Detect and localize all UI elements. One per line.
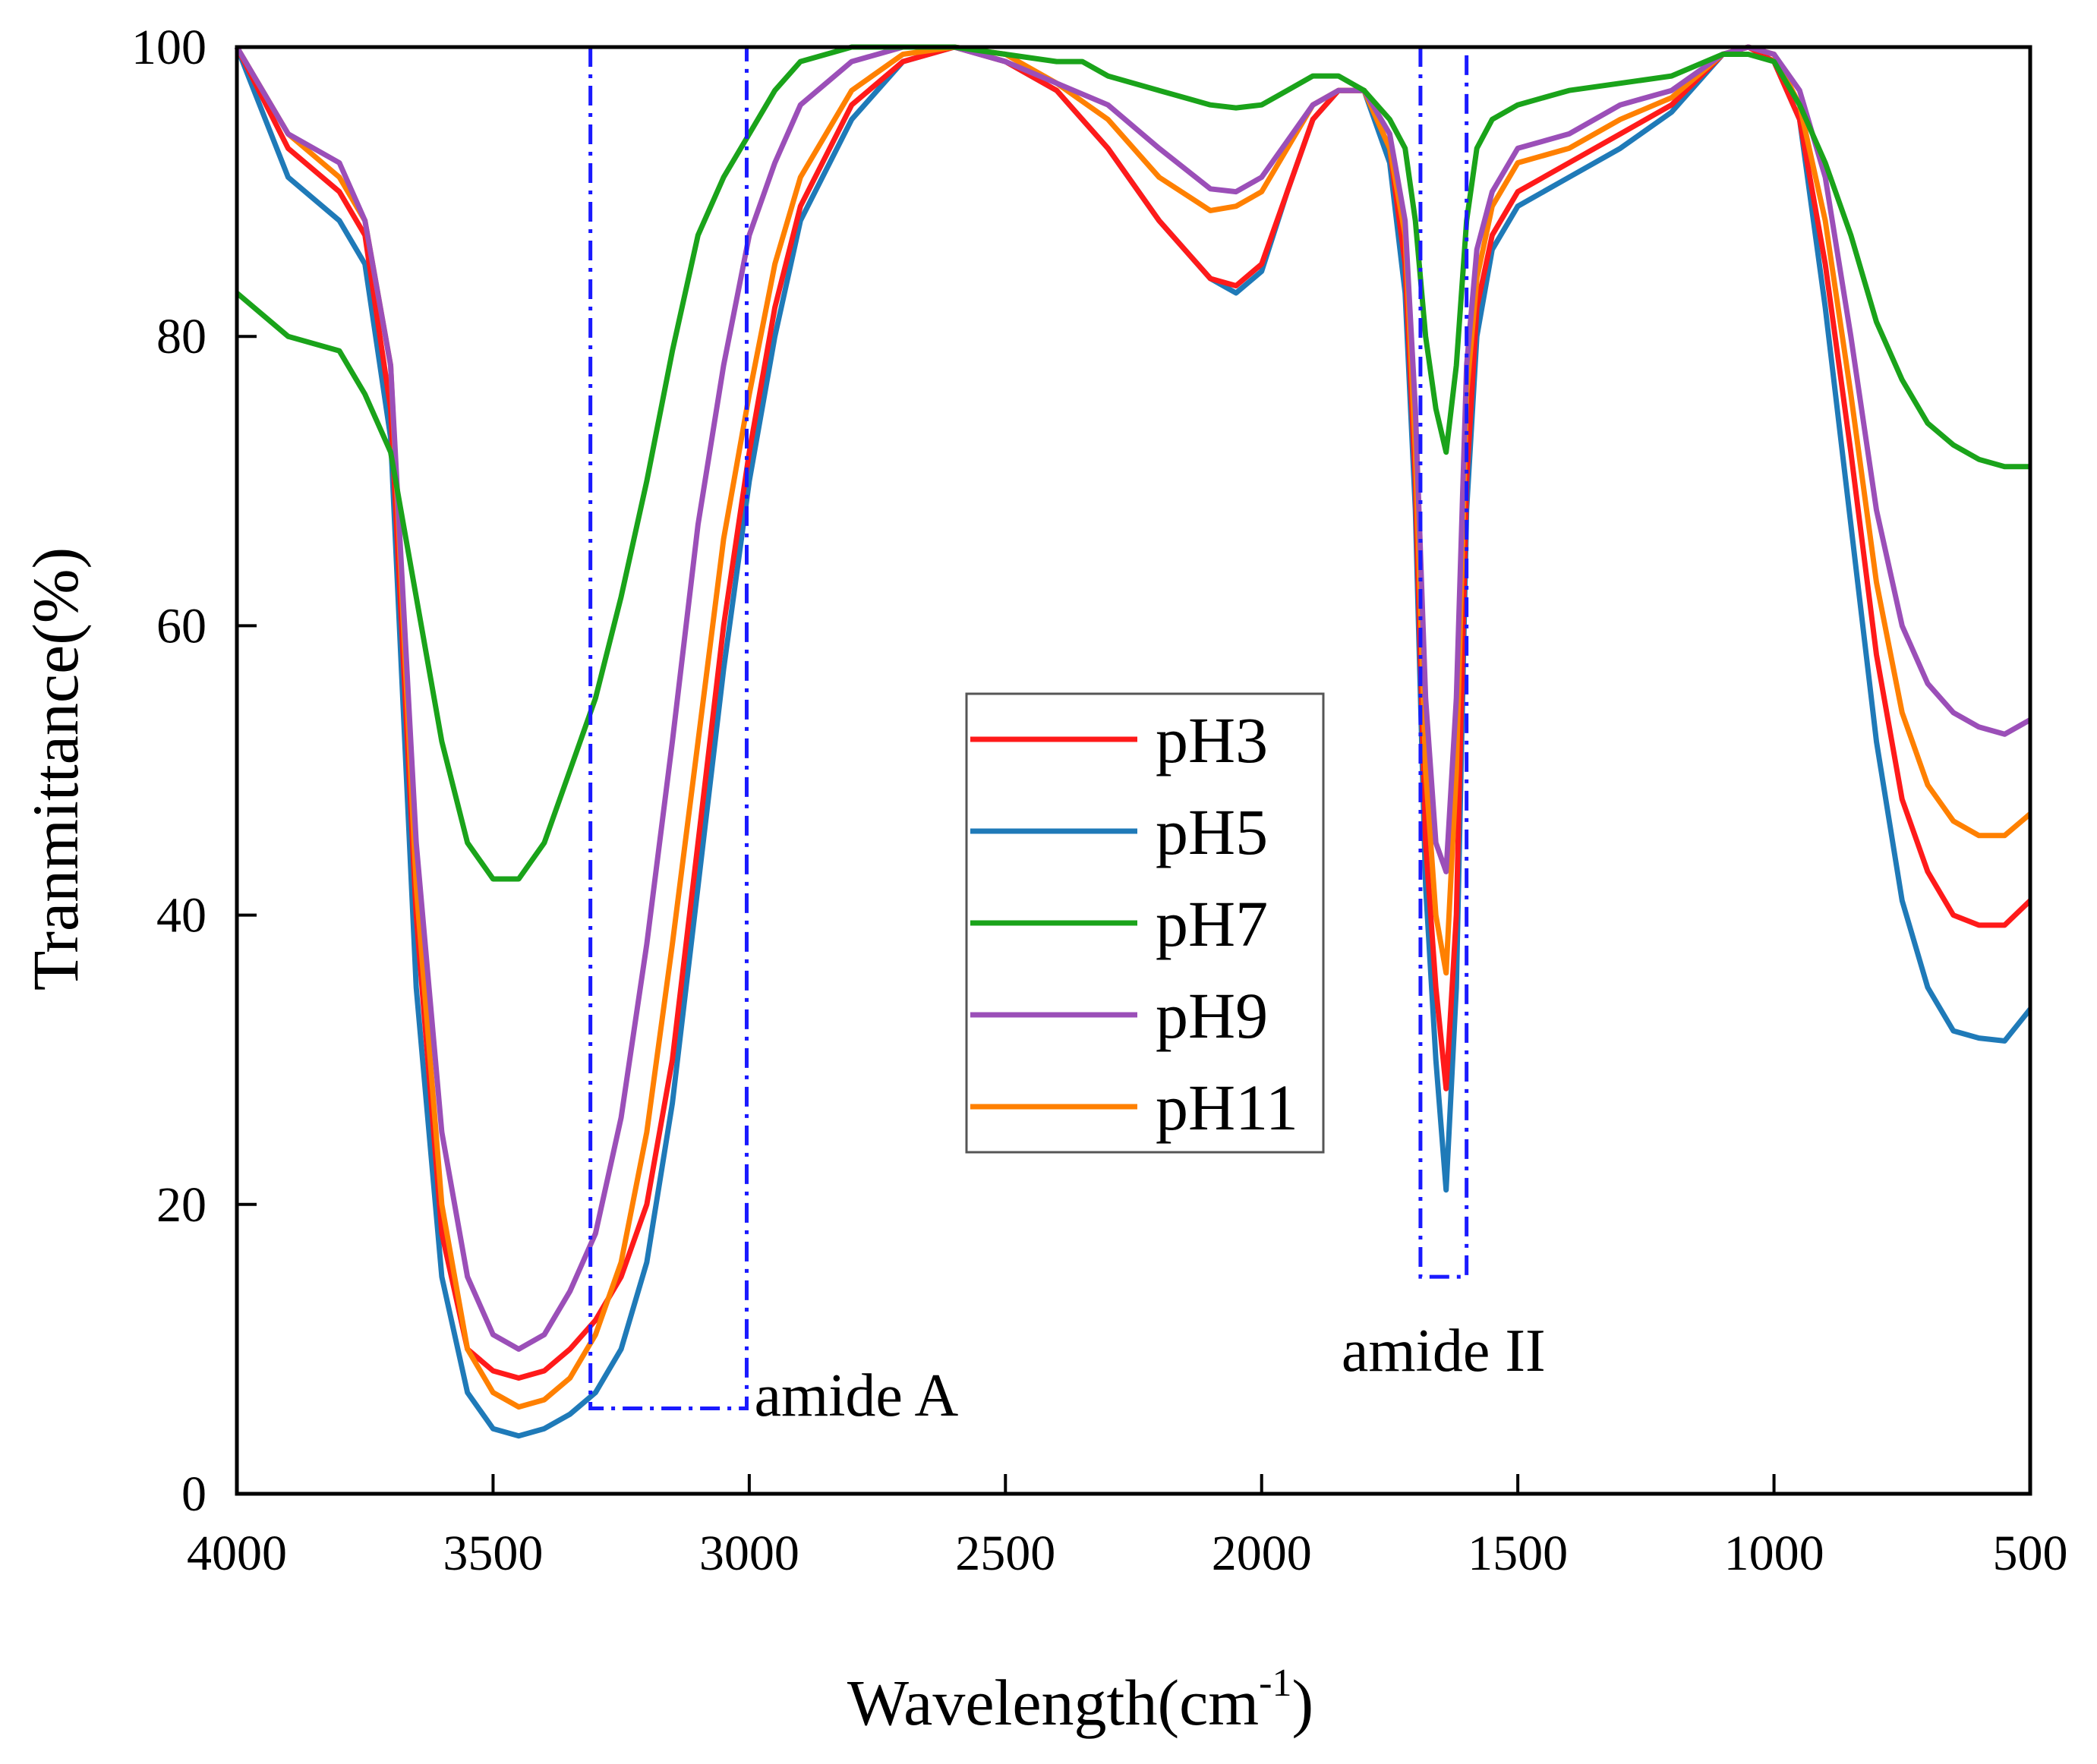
y-tick-label: 60	[156, 598, 207, 654]
x-tick-label: 4000	[187, 1526, 287, 1581]
series-layer	[234, 44, 2032, 1439]
annotation-layer: amide A amide II	[588, 45, 1546, 1429]
legend-label: pH9	[1156, 979, 1268, 1052]
annotation-label-amide-a: amide A	[754, 1362, 958, 1429]
legend-item-ph3: pH3	[970, 704, 1268, 776]
y-tick-label: 100	[131, 20, 207, 75]
tick-layer: 4000 3500 3000 2500 2000 1500 1000 500 0 20 40 60 80…	[131, 20, 2068, 1581]
legend-label: pH11	[1156, 1071, 1298, 1144]
legend-item-ph5: pH5	[970, 795, 1268, 868]
y-axis-title: Tranmittance(%)	[19, 547, 92, 991]
legend-label: pH7	[1156, 887, 1268, 960]
x-axis-title-main: Wavelength(cm	[847, 1666, 1259, 1739]
legend-item-ph9: pH9	[970, 979, 1268, 1052]
x-tick-label: 1500	[1468, 1526, 1568, 1581]
y-tick-label: 20	[156, 1177, 207, 1233]
legend-label: pH5	[1156, 795, 1268, 868]
x-tick-label: 3000	[699, 1526, 799, 1581]
x-tick-label: 3500	[443, 1526, 543, 1581]
x-axis-title: Wavelength(cm-1)	[847, 1662, 1313, 1739]
x-tick-label: 2000	[1212, 1526, 1312, 1581]
x-axis-title-superscript: -1	[1259, 1662, 1291, 1705]
legend-item-ph7: pH7	[970, 887, 1268, 960]
x-axis-title-close: )	[1291, 1666, 1313, 1739]
y-tick-label: 0	[181, 1466, 207, 1522]
x-tick-label: 1000	[1724, 1526, 1824, 1581]
series-line-ph7	[235, 44, 2030, 882]
annotation-label-amide-ii: amide II	[1342, 1318, 1546, 1384]
legend-label: pH3	[1156, 704, 1268, 776]
y-tick-label: 40	[156, 888, 207, 943]
legend: pH3 pH5 pH7 pH9 pH11	[965, 692, 1325, 1154]
plot-frame	[235, 45, 2032, 1496]
y-tick-label: 80	[156, 309, 207, 364]
series-line-ph9	[234, 44, 2032, 1352]
x-tick-label: 2500	[955, 1526, 1055, 1581]
x-tick-label: 500	[1993, 1526, 2068, 1581]
annotation-box-amide-a	[588, 45, 749, 1411]
legend-item-ph11: pH11	[970, 1071, 1298, 1144]
